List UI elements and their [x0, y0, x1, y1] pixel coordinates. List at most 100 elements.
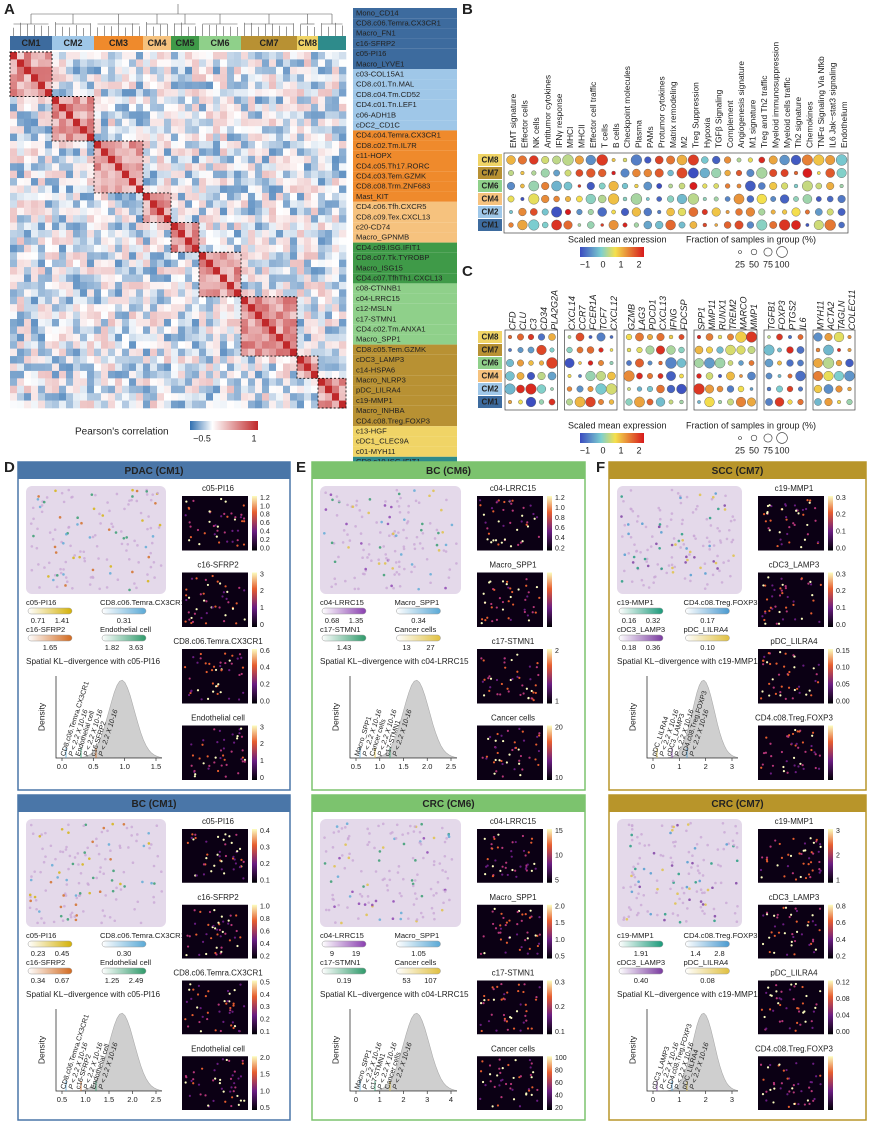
heatmap-cell — [213, 296, 221, 305]
heatmap-cell — [213, 178, 221, 186]
colorbar-title: Pearson's correlation — [75, 427, 169, 438]
spot — [383, 504, 387, 507]
heatmap-cell — [171, 400, 179, 409]
heatmap-cell — [325, 333, 333, 342]
spot — [399, 917, 403, 921]
heatmap-cell — [255, 141, 263, 149]
row-label-bg — [353, 232, 457, 243]
spatial-map — [182, 496, 248, 551]
spot — [485, 755, 489, 758]
heatmap-cell — [17, 66, 25, 75]
heatmap-cell — [80, 222, 88, 231]
heatmap-cell — [290, 81, 298, 90]
dot — [736, 157, 742, 163]
spot — [495, 770, 498, 773]
heatmap-cell — [24, 237, 32, 246]
heatmap-cell — [276, 370, 284, 379]
spot — [775, 662, 778, 665]
spot — [150, 881, 153, 885]
spot — [216, 580, 219, 583]
spot — [519, 1075, 522, 1078]
heatmap-cell — [234, 155, 242, 164]
heatmap-cell — [269, 163, 277, 171]
heatmap-cell — [157, 185, 165, 194]
spot — [681, 538, 685, 542]
heatmap-cell — [304, 333, 312, 342]
row-label-bg — [353, 130, 457, 141]
heatmap-cell — [325, 296, 333, 305]
dot — [767, 335, 771, 339]
heatmap-cell — [66, 363, 74, 372]
spot — [716, 554, 719, 558]
heatmap-cell — [192, 252, 200, 260]
heatmap-cell — [185, 341, 193, 349]
dot — [748, 360, 755, 366]
heatmap-cell — [101, 141, 109, 149]
heatmap-cell — [94, 281, 102, 290]
heatmap-cell — [269, 178, 277, 186]
heatmap-cell — [73, 267, 81, 275]
heatmap-cell — [115, 215, 123, 223]
heatmap-cell — [185, 66, 193, 75]
dot — [735, 331, 747, 343]
dot — [611, 209, 616, 215]
heatmap-cell — [73, 178, 81, 186]
spot — [658, 508, 662, 512]
spot — [516, 923, 519, 926]
spot — [56, 876, 59, 879]
x-tick-label: 2 — [401, 1095, 405, 1104]
spot — [68, 854, 72, 858]
spot — [63, 904, 66, 908]
spot — [479, 1002, 483, 1005]
spot — [482, 935, 485, 938]
heatmap-cell — [192, 230, 200, 238]
legend-gradient — [321, 634, 367, 642]
spot — [136, 833, 139, 836]
heatmap-cell — [94, 178, 102, 186]
spot — [53, 528, 57, 531]
heatmap-cell — [220, 311, 228, 320]
heatmap-cell — [10, 118, 18, 127]
heatmap-cell — [283, 89, 291, 97]
spot — [781, 508, 784, 511]
spot — [489, 580, 492, 583]
spot — [515, 875, 518, 878]
size-key — [738, 250, 742, 254]
heatmap-cell — [262, 155, 270, 164]
dot — [813, 332, 823, 342]
spot — [496, 846, 499, 849]
spot — [230, 841, 233, 845]
heatmap-cell — [45, 170, 53, 179]
spot — [362, 885, 365, 888]
spot — [509, 521, 512, 524]
spot — [500, 982, 503, 986]
heatmap-cell — [241, 207, 249, 216]
row-label: c11-HOPX — [356, 151, 392, 160]
heatmap-cell — [24, 304, 32, 312]
heatmap-cell — [52, 222, 60, 231]
heatmap-cell — [234, 385, 242, 394]
heatmap-cell — [129, 178, 137, 186]
heatmap-cell — [311, 304, 319, 312]
dot — [813, 220, 824, 230]
heatmap-cell — [31, 200, 39, 209]
heatmap-cell — [283, 185, 291, 194]
heatmap-cell — [52, 400, 60, 409]
heatmap-cell — [192, 185, 200, 194]
spot — [518, 676, 521, 679]
heatmap-cell — [10, 111, 18, 120]
spot — [86, 846, 90, 850]
heatmap-cell — [150, 74, 158, 82]
heatmap-cell — [101, 378, 109, 387]
spot — [620, 580, 624, 583]
spot — [219, 756, 222, 760]
spot — [224, 661, 227, 665]
heatmap-cell — [10, 155, 18, 164]
map-tick: 15 — [555, 828, 563, 835]
map-tick: 0.4 — [260, 941, 270, 948]
map-tick: 1 — [260, 605, 264, 612]
x-tick-label: 3 — [425, 1095, 429, 1104]
heatmap-cell — [311, 244, 319, 253]
spot — [76, 523, 79, 526]
heatmap-cell — [171, 274, 179, 283]
